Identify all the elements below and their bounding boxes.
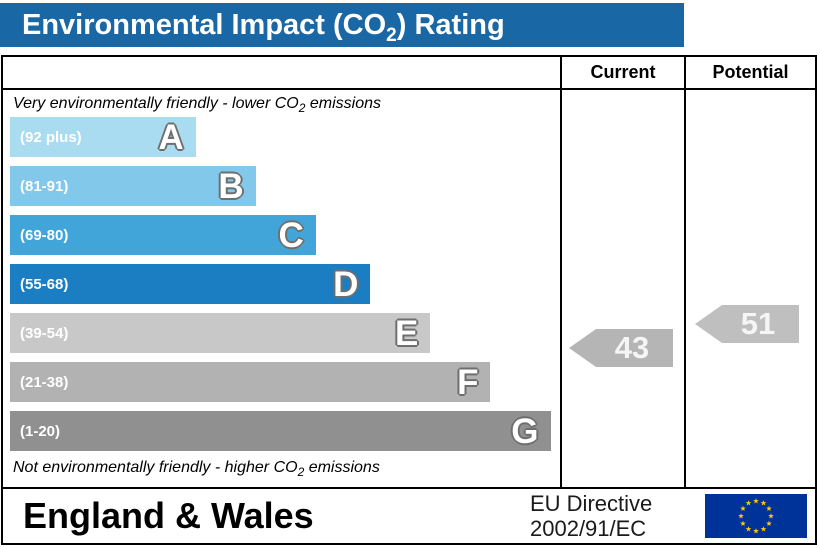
potential-rating-arrow: 51 (695, 305, 799, 343)
page-title: Environmental Impact (CO2) Rating (0, 3, 684, 47)
rating-bands: (92 plus) A (81-91) B (69-80) C (55-68) (10, 117, 556, 460)
top-note-text: Very environmentally friendly - lower CO (13, 95, 299, 112)
band-bar-g: (1-20) G (10, 411, 551, 451)
bottom-note: Not environmentally friendly - higher CO… (13, 459, 380, 479)
band-bar-d: (55-68) D (10, 264, 371, 304)
band-bar-f: (21-38) F (10, 362, 491, 402)
svg-text:★: ★ (753, 527, 760, 536)
svg-text:★: ★ (753, 497, 760, 506)
page-title-subscript: 2 (386, 24, 397, 46)
band-range-label: (92 plus) (20, 128, 82, 146)
svg-text:★: ★ (760, 525, 767, 534)
potential-column-divider (684, 57, 686, 487)
band-bar-c: (69-80) C (10, 215, 316, 255)
band-range-label: (55-68) (20, 275, 69, 293)
top-note: Very environmentally friendly - lower CO… (13, 95, 381, 115)
band-row-g: (1-20) G (10, 411, 556, 451)
eu-directive-label: EU Directive 2002/91/EC (530, 491, 652, 541)
band-row-d: (55-68) D (10, 264, 556, 304)
eu-directive-line2: 2002/91/EC (530, 516, 647, 541)
band-letter: E (395, 313, 419, 353)
band-row-f: (21-38) F (10, 362, 556, 402)
current-column-divider (560, 57, 562, 487)
svg-text:★: ★ (740, 519, 747, 528)
eu-flag-icon: ★ ★ ★ ★ ★ ★ ★ ★ ★ ★ ★ ★ (705, 494, 807, 538)
band-row-e: (39-54) E (10, 313, 556, 353)
potential-column-header: Potential (712, 62, 789, 82)
potential-rating-value: 51 (740, 306, 776, 341)
band-range-label: (39-54) (20, 324, 69, 342)
top-note-subscript: 2 (298, 101, 306, 116)
band-row-a: (92 plus) A (10, 117, 556, 157)
epc-rating-chart: Current Potential Very environmentally f… (1, 55, 817, 489)
svg-text:★: ★ (745, 525, 752, 534)
band-range-label: (81-91) (20, 177, 69, 195)
band-letter: B (218, 166, 244, 206)
band-letter: C (278, 215, 304, 255)
footer: England & Wales EU Directive 2002/91/EC … (1, 487, 817, 545)
bottom-note-subscript: 2 (297, 465, 305, 480)
band-bar-e: (39-54) E (10, 313, 431, 353)
band-range-label: (69-80) (20, 226, 69, 244)
current-rating-arrow: 43 (569, 329, 673, 367)
band-row-b: (81-91) B (10, 166, 556, 206)
current-column-header: Current (590, 62, 656, 82)
svg-text:★: ★ (766, 504, 773, 513)
svg-text:★: ★ (766, 519, 773, 528)
current-rating-value: 43 (614, 330, 650, 365)
band-bar-b: (81-91) B (10, 166, 256, 206)
svg-text:★: ★ (740, 504, 747, 513)
region-label: England & Wales (23, 495, 314, 536)
bottom-note-suffix: emissions (304, 459, 380, 476)
bottom-note-text: Not environmentally friendly - higher CO (13, 459, 298, 476)
band-bar-a: (92 plus) A (10, 117, 196, 157)
page-title-suffix: ) Rating (396, 9, 505, 41)
page-title-text: Environmental Impact (CO (22, 9, 387, 41)
band-row-c: (69-80) C (10, 215, 556, 255)
eu-directive-line1: EU Directive (530, 491, 653, 516)
svg-text:★: ★ (760, 499, 767, 508)
top-note-suffix: emissions (305, 95, 381, 112)
band-range-label: (21-38) (20, 373, 69, 391)
svg-text:★: ★ (768, 512, 775, 521)
band-letter: A (158, 117, 184, 157)
svg-text:★: ★ (738, 512, 745, 521)
header-separator (3, 88, 815, 90)
band-letter: F (457, 362, 479, 402)
band-letter: G (511, 411, 539, 451)
svg-text:★: ★ (745, 499, 752, 508)
band-letter: D (333, 264, 359, 304)
band-range-label: (1-20) (20, 422, 61, 440)
